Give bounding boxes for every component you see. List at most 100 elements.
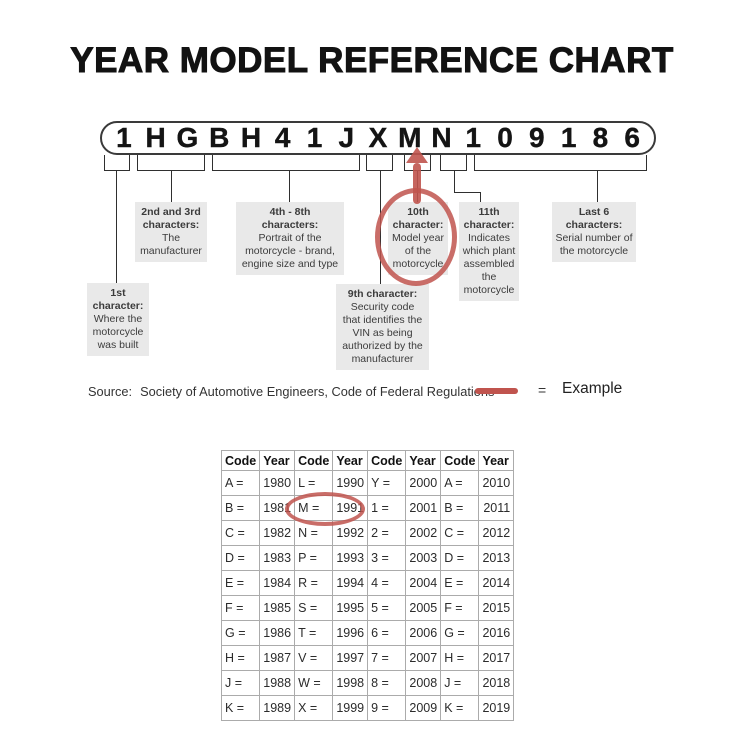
table-row: G = 1986 T = 1996 6 = 2006 G = 2016 bbox=[220, 620, 515, 646]
source-text: Society of Automotive Engineers, Code of… bbox=[140, 384, 495, 399]
annotation-box-4th-8th-characters: 4th - 8th characters: Portrait of the motor… bbox=[236, 202, 344, 275]
annotation-body-line: Serial number of bbox=[555, 232, 633, 244]
year-cell: 1989 bbox=[259, 695, 296, 721]
connector-line bbox=[480, 192, 481, 203]
bracket-char-9 bbox=[366, 155, 393, 171]
code-cell: F = bbox=[440, 595, 480, 621]
column-header: Code bbox=[294, 450, 334, 471]
year-cell: 2015 bbox=[478, 595, 515, 621]
year-cell: 2009 bbox=[405, 695, 442, 721]
annotation-heading-line: Last 6 bbox=[578, 206, 610, 218]
annotation-heading-line: characters: bbox=[565, 219, 623, 231]
source-note: Source: Society of Automotive Engineers, … bbox=[88, 384, 494, 399]
annotation-body-line: The bbox=[161, 232, 181, 244]
year-cell: 1994 bbox=[332, 570, 369, 596]
year-cell: 2013 bbox=[478, 545, 515, 571]
code-cell: K = bbox=[440, 695, 480, 721]
table-body: A = 1980 L = 1990 Y = 2000 A = 2010 B = 1981 M = 19… bbox=[220, 470, 515, 721]
annotation-body-line: motorcycle bbox=[92, 326, 144, 338]
annotation-body-line: Indicates bbox=[467, 232, 511, 244]
code-cell: E = bbox=[220, 570, 261, 596]
year-cell: 1987 bbox=[259, 645, 296, 671]
connector-line bbox=[116, 171, 117, 283]
code-cell: Y = bbox=[367, 470, 407, 496]
code-cell: C = bbox=[440, 520, 480, 546]
source-label: Source: bbox=[88, 384, 133, 399]
code-cell: 2 = bbox=[367, 520, 407, 546]
annotation-box-last-6-characters: Last 6 characters: Serial number of the mot… bbox=[552, 202, 636, 262]
annotation-body-line: engine size and type bbox=[241, 258, 339, 270]
year-cell: 1980 bbox=[259, 470, 296, 496]
annotation-box-9th-character: 9th character: Security code that identifi… bbox=[336, 284, 429, 370]
code-cell: 5 = bbox=[367, 595, 407, 621]
legend-equals: = bbox=[538, 382, 547, 398]
code-cell: J = bbox=[440, 670, 480, 696]
table-row: F = 1985 S = 1995 5 = 2005 F = 2015 bbox=[220, 595, 515, 621]
year-cell: 1998 bbox=[332, 670, 369, 696]
code-cell: S = bbox=[294, 595, 334, 621]
example-arrowhead-icon bbox=[406, 147, 428, 163]
code-cell: P = bbox=[294, 545, 334, 571]
code-cell: 7 = bbox=[367, 645, 407, 671]
connector-line bbox=[597, 171, 598, 202]
connector-line bbox=[171, 171, 172, 202]
code-cell: G = bbox=[440, 620, 480, 646]
year-cell: 1993 bbox=[332, 545, 369, 571]
year-code-table: Code Year Code Year Code Year Code Year A = 1980… bbox=[220, 450, 515, 721]
annotation-body-line: Portrait of the bbox=[258, 232, 322, 244]
annotation-heading-line: character: bbox=[92, 300, 144, 312]
column-header: Code bbox=[220, 450, 261, 471]
annotation-body-line: Security code bbox=[350, 301, 415, 313]
page-title: YEAR MODEL REFERENCE CHART bbox=[70, 41, 674, 81]
bracket-char-1 bbox=[104, 155, 130, 171]
table-row: H = 1987 V = 1997 7 = 2007 H = 2017 bbox=[220, 645, 515, 671]
annotation-heading-line: characters: bbox=[142, 219, 200, 231]
code-cell: 3 = bbox=[367, 545, 407, 571]
year-cell: 1984 bbox=[259, 570, 296, 596]
year-cell: 2000 bbox=[405, 470, 442, 496]
vin-character: G bbox=[176, 122, 199, 153]
annotation-body-line: was built bbox=[97, 339, 139, 351]
year-cell: 2011 bbox=[478, 495, 515, 521]
year-code-table-grid: Code Year Code Year Code Year Code Year A = 1980… bbox=[220, 450, 515, 721]
year-cell: 1990 bbox=[332, 470, 369, 496]
code-cell: B = bbox=[440, 495, 480, 521]
year-cell: 2012 bbox=[478, 520, 515, 546]
example-circle-table-icon bbox=[285, 492, 365, 526]
table-row: K = 1989 X = 1999 9 = 2009 K = 2019 bbox=[220, 695, 515, 721]
code-cell: B = bbox=[220, 495, 261, 521]
column-header: Year bbox=[405, 450, 442, 471]
year-cell: 2001 bbox=[405, 495, 442, 521]
code-cell: A = bbox=[440, 470, 480, 496]
year-cell: 1982 bbox=[259, 520, 296, 546]
annotation-body-line: authorized by the bbox=[342, 340, 423, 352]
code-cell: 1 = bbox=[367, 495, 407, 521]
code-cell: 9 = bbox=[367, 695, 407, 721]
vin-character: N bbox=[431, 122, 452, 153]
vin-character: 0 bbox=[497, 122, 513, 153]
year-cell: 2002 bbox=[405, 520, 442, 546]
table-row: E = 1984 R = 1994 4 = 2004 E = 2014 bbox=[220, 570, 515, 596]
bracket-last-6 bbox=[474, 155, 647, 171]
annotation-body-line: VIN as being bbox=[352, 327, 413, 339]
year-cell: 2018 bbox=[478, 670, 515, 696]
vin-character: B bbox=[209, 122, 230, 153]
year-cell: 2010 bbox=[478, 470, 515, 496]
annotation-body-line: the bbox=[481, 271, 497, 283]
vin-character: H bbox=[145, 122, 166, 153]
column-header: Year bbox=[332, 450, 369, 471]
code-cell: J = bbox=[220, 670, 261, 696]
vin-character: M bbox=[398, 122, 422, 153]
connector-line bbox=[454, 171, 455, 192]
code-cell: T = bbox=[294, 620, 334, 646]
code-cell: 4 = bbox=[367, 570, 407, 596]
code-cell: H = bbox=[440, 645, 480, 671]
annotation-heading-line: 4th - 8th bbox=[269, 206, 311, 218]
vin-character: J bbox=[338, 122, 355, 153]
year-cell: 2006 bbox=[405, 620, 442, 646]
year-cell: 2005 bbox=[405, 595, 442, 621]
bracket-chars-4-8 bbox=[212, 155, 360, 171]
vin-character: 6 bbox=[624, 122, 640, 153]
table-row: D = 1983 P = 1993 3 = 2003 D = 2013 bbox=[220, 545, 515, 571]
code-cell: D = bbox=[440, 545, 480, 571]
